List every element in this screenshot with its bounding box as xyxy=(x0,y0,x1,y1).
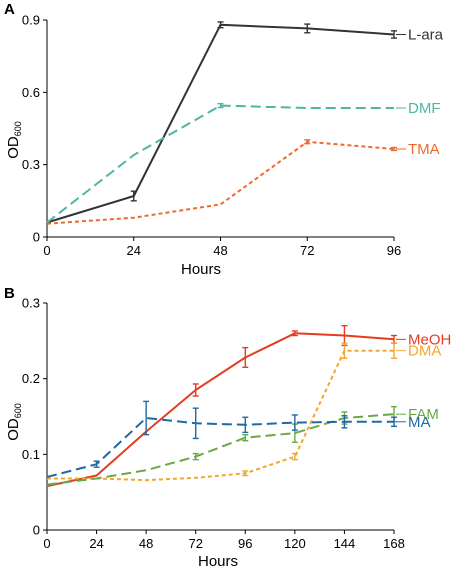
panel-b-series-meoh-error-bar xyxy=(242,346,249,369)
panel-a-x-tick-label: 96 xyxy=(387,243,401,258)
panel-a-letter: A xyxy=(4,1,15,18)
panel-b-x-tick-label: 168 xyxy=(383,536,405,551)
panel-b-series-dma-error-bar xyxy=(242,470,249,477)
panel-a-x-tick-label: 72 xyxy=(300,243,314,258)
panel-b-series-dma-label: DMA xyxy=(408,343,441,360)
panel-a-series-tma-error-bar xyxy=(304,139,311,145)
panel-b-letter: B xyxy=(4,285,15,302)
panel-b-series-meoh-label: MeOH xyxy=(408,331,451,348)
panel-a-series-l-ara-label: L-ara xyxy=(408,26,444,43)
panel-b-series-meoh-error-bar xyxy=(291,330,298,337)
panel-b-series-ma-error-bar xyxy=(192,407,199,440)
panel-b-x-tick-label: 72 xyxy=(188,536,202,551)
panel-b-series-ma-error-bar xyxy=(93,460,100,468)
panel-b-y-tick-label: 0.3 xyxy=(22,296,40,311)
panel-b-series-meoh-line xyxy=(46,332,395,488)
panel-a-series-tma-error-bar xyxy=(391,146,397,152)
panel-a-series-tma-label: TMA xyxy=(408,141,440,158)
panel-a-x-axis-label: Hours xyxy=(181,261,221,278)
panel-a-y-tick-label: 0.9 xyxy=(22,13,40,28)
panel-b-x-tick-label: 96 xyxy=(238,536,252,551)
panel-a-y-tick-label: 0 xyxy=(33,230,40,245)
panel-a-y-tick-label: 0.3 xyxy=(22,157,40,172)
panel-a-series-l-ara-error-bar xyxy=(130,190,137,202)
panel-a-x-tick-label: 24 xyxy=(127,243,141,258)
panel-a-series-l-ara-error-bar xyxy=(304,23,311,34)
panel-a-y-tick-label: 0.6 xyxy=(22,85,40,100)
panel-b-y-tick-label: 0.1 xyxy=(22,447,40,462)
panel-b-y-tick-label: 0 xyxy=(33,523,40,538)
panel-b-y-tick-label: 0.2 xyxy=(22,371,40,386)
panel-a-series-tma-line xyxy=(46,140,395,225)
panel-b-x-tick-label: 48 xyxy=(139,536,153,551)
panel-b-series-fam-error-bar xyxy=(192,452,199,461)
panel-a-series-l-ara-line xyxy=(46,23,395,224)
panel-b-x-tick-label: 0 xyxy=(43,536,50,551)
panel-b-series-meoh-error-bar xyxy=(192,383,199,397)
panel-b-series-ma-error-bar xyxy=(291,414,298,431)
panel-b-series-ma-error-bar xyxy=(242,416,249,434)
panel-b-series-dma-line xyxy=(47,349,394,482)
panel-b-series-fam-error-bar xyxy=(242,433,249,442)
panel-b-series-ma-line xyxy=(46,417,394,478)
panel-a-series-dmf-line xyxy=(46,104,394,224)
panel-b-y-axis-label-sub: 600 xyxy=(13,403,23,418)
panel-a: A 0 24 48 72 96 0 0.3 0.6 0.9 L-ara DMF TMA Hours O… xyxy=(4,1,444,278)
panel-b-series-dma-error-bar xyxy=(391,342,397,359)
panel-b-series-dma-error-bar xyxy=(291,452,298,461)
panel-a-x-tick-label: 48 xyxy=(213,243,227,258)
panel-b-series-ma-label: MA xyxy=(408,414,431,431)
panel-a-series-dmf-error-bar xyxy=(217,102,224,109)
panel-b-x-tick-label: 24 xyxy=(89,536,103,551)
panel-b-series-dma-error-bar xyxy=(341,342,348,359)
panel-a-series-dmf-label: DMF xyxy=(408,100,441,117)
panel-a-y-axis-label-main: OD xyxy=(5,136,22,159)
panel-a-series-l-ara-error-bar xyxy=(391,30,397,39)
panel-b-series-fam-label: FAM xyxy=(408,406,439,423)
panel-b-x-axis-label: Hours xyxy=(198,553,238,570)
panel-b-series-ma-error-bar xyxy=(143,400,150,436)
panel-b-y-axis-label: OD600 xyxy=(5,403,23,441)
panel-b-x-tick-label: 120 xyxy=(284,536,306,551)
panel-b-series-ma-error-bar xyxy=(341,415,348,429)
panel-a-y-axis-label: OD600 xyxy=(5,121,23,159)
panel-a-y-axis-label-sub: 600 xyxy=(13,121,23,136)
panel-b-series-ma-error-bar xyxy=(391,416,397,428)
panel-a-x-tick-label: 0 xyxy=(43,243,50,258)
panel-a-series-l-ara-error-bar xyxy=(217,21,224,29)
panel-b-x-tick-label: 144 xyxy=(334,536,356,551)
panel-b-y-axis-label-main: OD xyxy=(5,418,22,441)
